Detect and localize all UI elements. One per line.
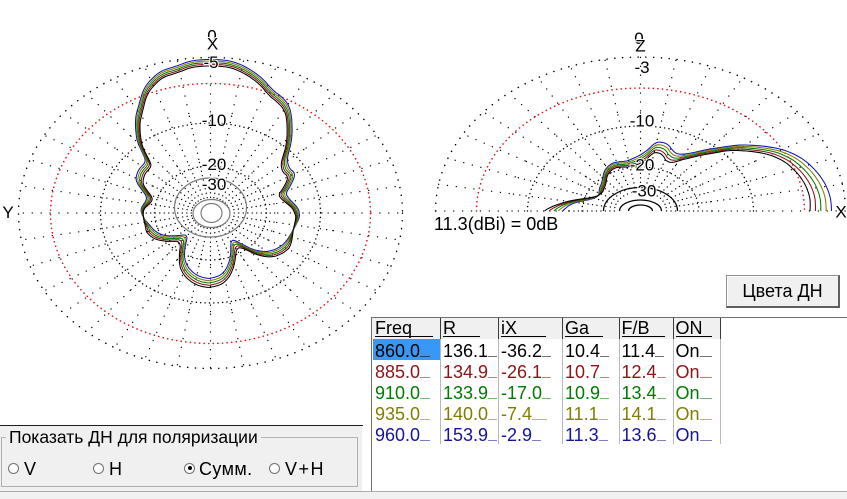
svg-text:X: X bbox=[835, 203, 846, 222]
svg-text:-20: -20 bbox=[630, 156, 655, 175]
svg-text:-10: -10 bbox=[202, 111, 227, 130]
svg-text:-3: -3 bbox=[634, 58, 649, 77]
svg-text:X: X bbox=[207, 35, 218, 54]
svg-text:Y: Y bbox=[2, 203, 13, 222]
svg-text:Z: Z bbox=[635, 37, 645, 56]
svg-text:0: 0 bbox=[634, 29, 643, 48]
svg-text:-30: -30 bbox=[202, 175, 227, 194]
svg-text:0: 0 bbox=[207, 27, 216, 46]
svg-text:-5: -5 bbox=[203, 53, 218, 72]
svg-text:-10: -10 bbox=[630, 112, 655, 131]
svg-text:-30: -30 bbox=[632, 182, 657, 201]
svg-text:-20: -20 bbox=[202, 155, 227, 174]
